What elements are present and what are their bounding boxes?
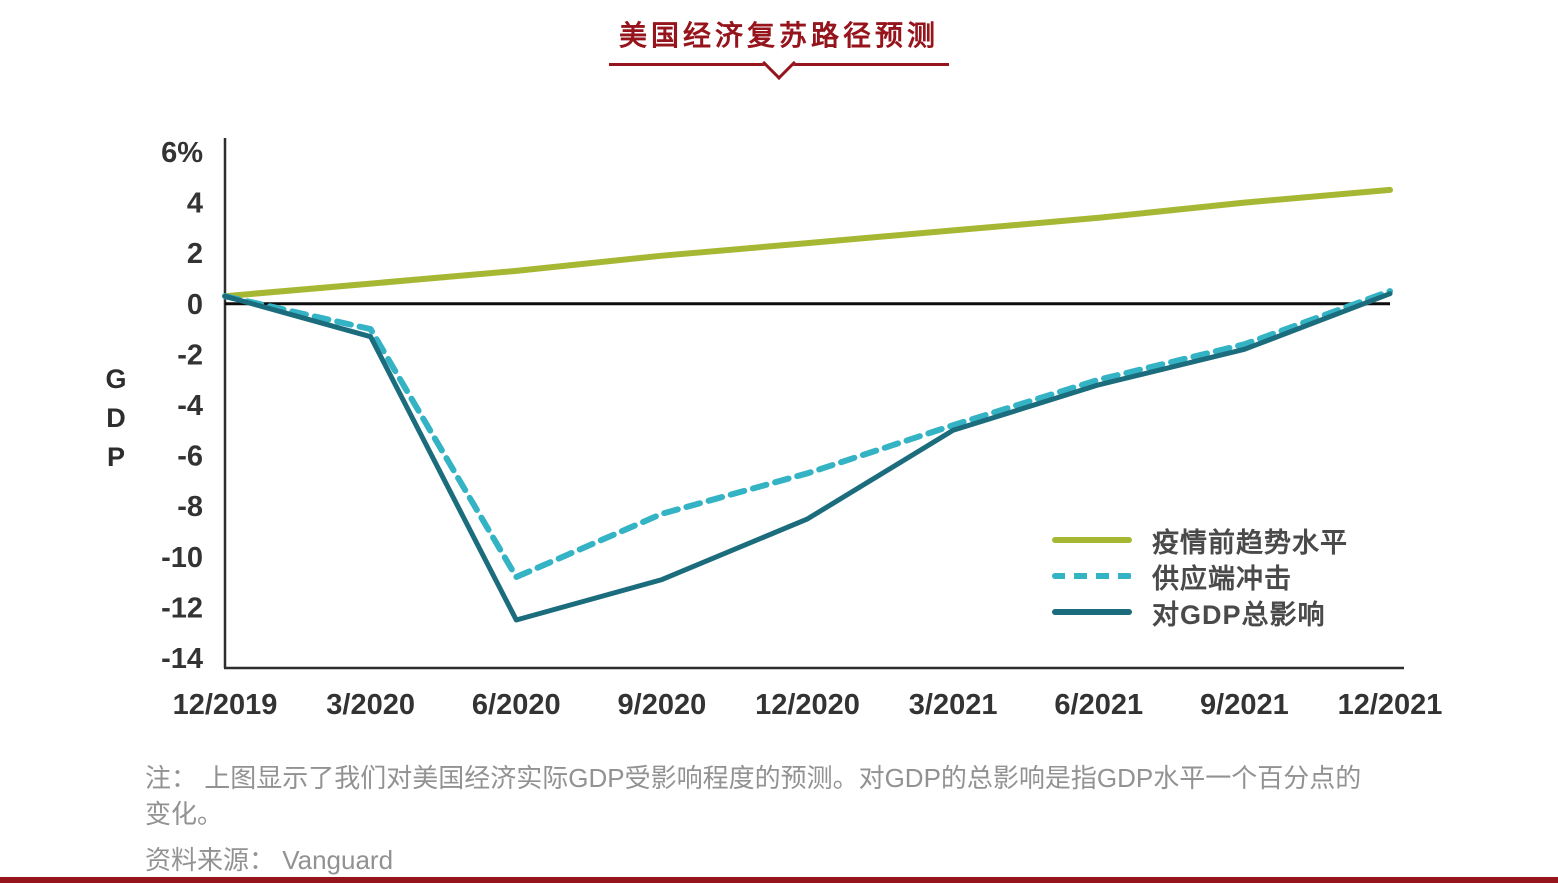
- y-tick-label: 4: [187, 188, 203, 220]
- x-tick-label: 6/2021: [1054, 689, 1143, 721]
- x-tick-label: 9/2021: [1200, 689, 1289, 721]
- line-chart: 6% 4 2 0 -2 -4 -6 -8 -10 -12 -14 12/2019 3/2020 6/202…: [161, 137, 1443, 721]
- x-tick-label: 3/2021: [909, 689, 998, 721]
- legend-line-sample: [1052, 609, 1132, 615]
- x-tick-label: 6/2020: [472, 689, 561, 721]
- series-line-2: [222, 288, 1393, 580]
- legend-line-sample: [1052, 573, 1132, 579]
- bottom-accent-bar: [0, 877, 1558, 883]
- y-tick-label: -12: [161, 592, 203, 624]
- x-tick-label: 3/2020: [326, 689, 415, 721]
- y-tick-label: 2: [187, 238, 203, 270]
- legend-item-label: 供应端冲击: [1152, 563, 1292, 594]
- legend-item-label: 疫情前趋势水平: [1152, 527, 1348, 558]
- legend-item-label: 对GDP总影响: [1152, 599, 1326, 630]
- y-tick-label: -6: [177, 441, 203, 473]
- x-tick-label: 12/2021: [1338, 689, 1443, 721]
- source-note: 资料来源： Vanguard: [145, 845, 394, 875]
- legend: 疫情前趋势水平 供应端冲击对GDP总影响: [1052, 522, 1348, 630]
- y-tick-label: 6%: [161, 137, 203, 169]
- series-line-3: [222, 291, 1393, 623]
- y-tick-label: -2: [177, 339, 203, 371]
- y-tick-label: -14: [161, 643, 203, 675]
- legend-item: 疫情前趋势水平: [1052, 522, 1348, 558]
- x-tick-label: 12/2020: [755, 689, 860, 721]
- series-line-1: [222, 186, 1393, 300]
- x-tick-label: 12/2019: [173, 689, 278, 721]
- y-tick-label: -4: [177, 390, 203, 422]
- y-tick-label: -10: [161, 542, 203, 574]
- footnotes: 注： 上图显示了我们对美国经济实际GDP受影响程度的预测。对GDP的总影响是指G…: [145, 760, 1475, 878]
- y-tick-label: -8: [177, 491, 203, 523]
- title-block: 美国经济复苏路径预测: [0, 14, 1558, 80]
- legend-line-sample: [1052, 537, 1132, 543]
- x-tick-label: 9/2020: [618, 689, 707, 721]
- note-line-1: 注： 上图显示了我们对美国经济实际GDP受影响程度的预测。对GDP的总影响是指G…: [145, 763, 1362, 793]
- page-title: 美国经济复苏路径预测: [608, 14, 949, 80]
- y-axis-title: GDP: [101, 364, 131, 481]
- note-line-2: 变化。: [145, 799, 224, 829]
- y-tick-label: 0: [187, 289, 203, 321]
- legend-item: 对GDP总影响: [1052, 594, 1348, 630]
- legend-item: 供应端冲击: [1052, 558, 1348, 594]
